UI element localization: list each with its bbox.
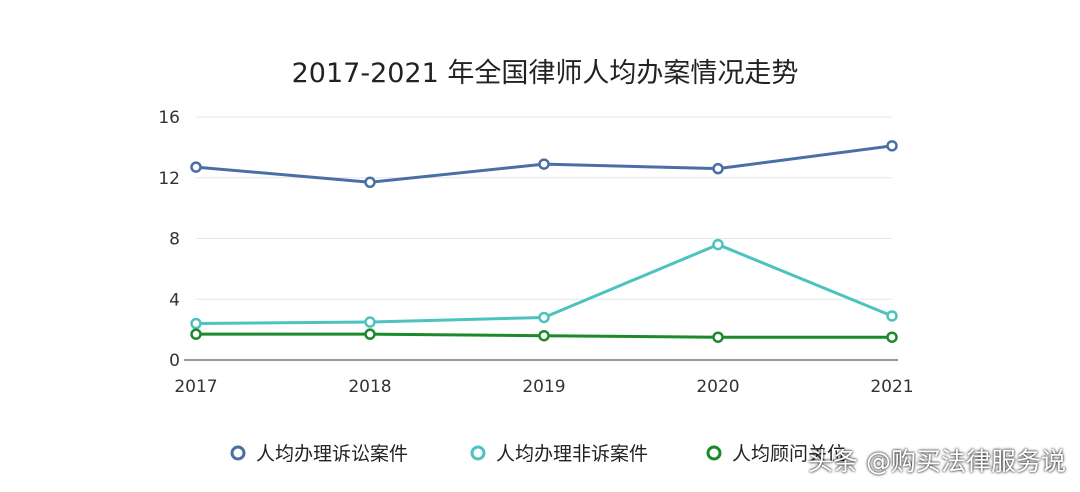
legend: 人均办理诉讼案件 人均办理非诉案件 人均顾问关位 bbox=[230, 443, 846, 465]
data-point bbox=[538, 158, 550, 170]
y-tick-label: 8 bbox=[169, 230, 180, 250]
y-tick-label: 0 bbox=[169, 351, 180, 371]
data-point bbox=[364, 328, 376, 340]
data-point bbox=[712, 331, 724, 343]
data-point bbox=[712, 162, 724, 175]
series-lines bbox=[190, 140, 898, 343]
x-tick-label: 2018 bbox=[348, 377, 391, 397]
data-point bbox=[364, 316, 376, 328]
data-point bbox=[886, 331, 898, 343]
legend-marker bbox=[230, 445, 246, 461]
legend-label: 人均办理非诉案件 bbox=[496, 443, 648, 465]
y-tick-label: 16 bbox=[158, 108, 180, 128]
data-point bbox=[712, 238, 724, 251]
watermark: 头条 @购买法律服务说 bbox=[808, 447, 1066, 476]
y-tick-label: 12 bbox=[158, 169, 180, 189]
data-point bbox=[538, 311, 550, 324]
legend-label: 人均顾问关位 bbox=[732, 443, 846, 465]
legend-label: 人均办理诉讼案件 bbox=[256, 443, 408, 465]
series-line bbox=[195, 243, 893, 326]
data-point bbox=[190, 328, 202, 340]
data-point bbox=[364, 176, 376, 189]
axes: 0 4 8 12 16 2017 2018 2019 2020 2021 bbox=[158, 108, 913, 397]
data-point bbox=[886, 140, 898, 152]
data-point bbox=[190, 161, 202, 173]
x-tick-label: 2021 bbox=[870, 377, 913, 397]
data-point bbox=[190, 317, 202, 330]
x-tick-label: 2019 bbox=[522, 377, 565, 397]
legend-marker bbox=[706, 445, 722, 461]
y-tick-label: 4 bbox=[169, 290, 180, 310]
data-point bbox=[538, 329, 550, 342]
data-point bbox=[886, 310, 898, 322]
x-tick-label: 2020 bbox=[696, 377, 739, 397]
legend-marker bbox=[470, 445, 486, 461]
x-tick-label: 2017 bbox=[174, 377, 217, 397]
chart-title: 2017-2021 年全国律师人均办案情况走势 bbox=[292, 58, 799, 89]
